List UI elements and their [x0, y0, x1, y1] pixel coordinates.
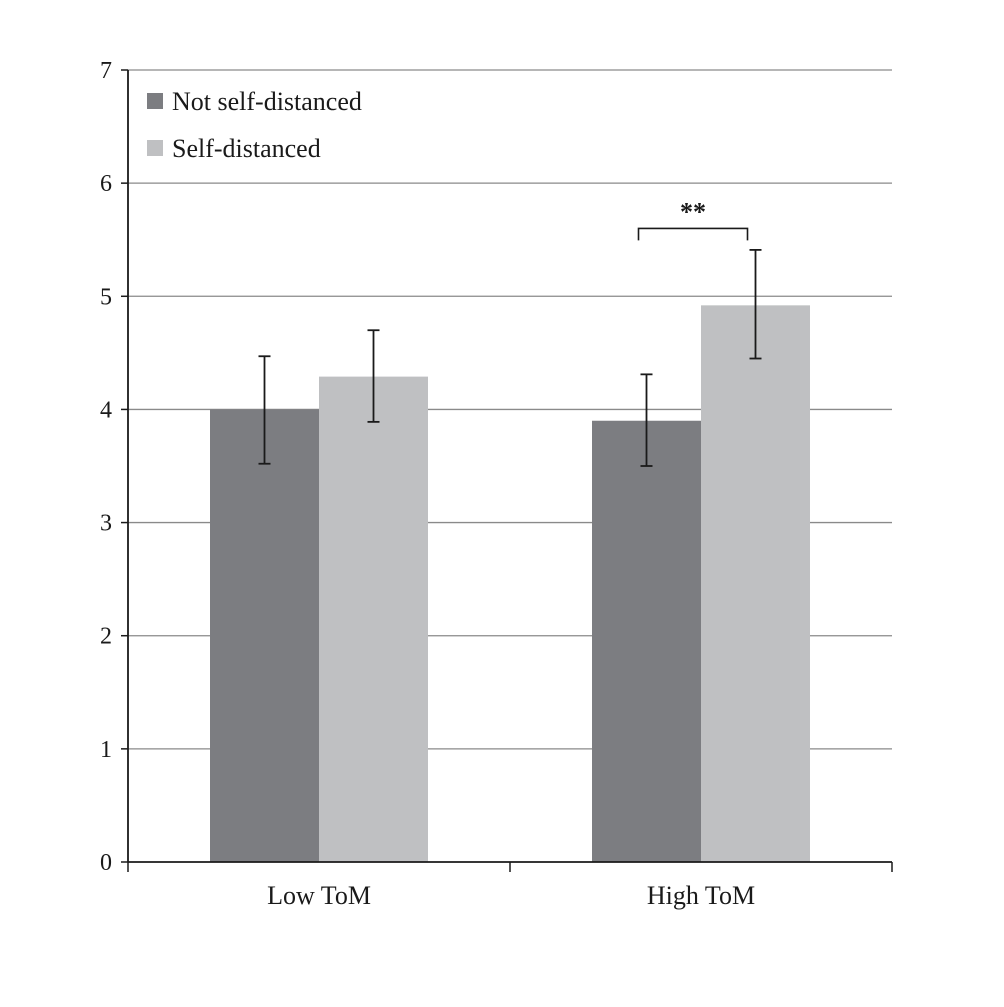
y-tick-label: 4	[100, 397, 112, 423]
significance-label: **	[680, 197, 706, 226]
x-category-label: High ToM	[647, 881, 755, 910]
error-bars	[258, 248, 762, 467]
bar	[319, 376, 428, 862]
y-tick-label: 6	[100, 171, 112, 197]
bars	[210, 305, 810, 862]
legend-label: Self-distanced	[172, 134, 321, 163]
y-tick-label: 1	[100, 737, 112, 763]
x-category-label: Low ToM	[267, 881, 371, 910]
y-tick-label: 3	[100, 511, 112, 537]
y-tick-label: 0	[100, 850, 112, 876]
bar	[210, 409, 319, 862]
legend-item: Not self-distanced	[147, 87, 362, 116]
significance-bracket	[637, 227, 749, 241]
legend: Not self-distanced Self-distanced	[147, 87, 362, 163]
legend-label: Not self-distanced	[172, 87, 362, 116]
significance-annotations: **	[637, 197, 749, 241]
legend-item: Self-distanced	[147, 134, 321, 163]
y-tick-label: 7	[100, 58, 112, 84]
legend-swatch	[147, 93, 163, 109]
axes	[127, 70, 893, 872]
legend-swatch	[147, 140, 163, 156]
bar	[701, 305, 810, 862]
y-tick-label: 2	[100, 624, 112, 650]
x-axis-categories: Low ToM High ToM	[267, 881, 755, 910]
y-tick-label: 5	[100, 284, 112, 310]
y-axis-ticks: 0 1 2 3 4 5 6 7	[100, 58, 128, 876]
bar	[592, 420, 701, 862]
